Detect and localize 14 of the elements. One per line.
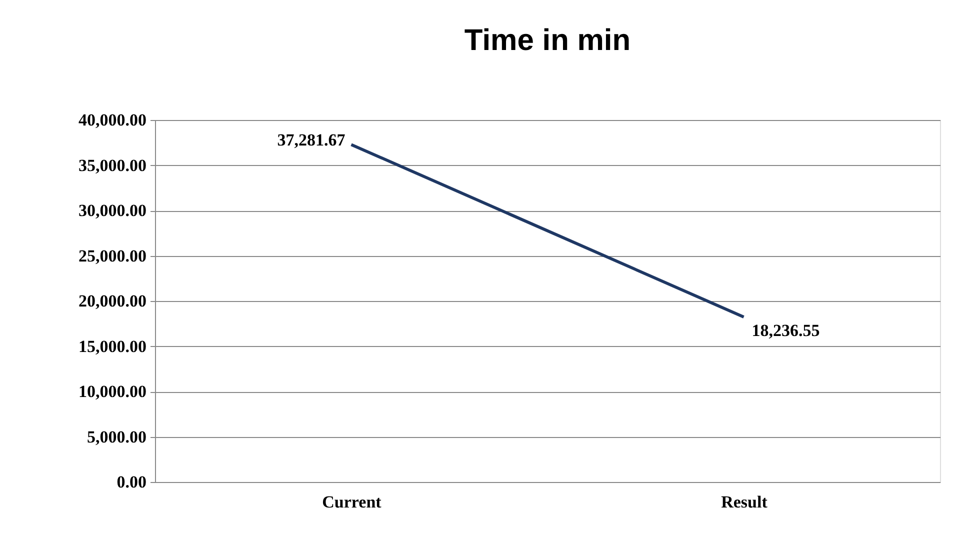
y-tick-label: 25,000.00 xyxy=(78,246,146,266)
chart-title: Time in min xyxy=(464,24,631,57)
y-tick-label: 5,000.00 xyxy=(87,427,146,446)
x-tick-label: Current xyxy=(322,492,382,512)
y-tick-label: 40,000.00 xyxy=(78,110,146,130)
text: 18,236.55 xyxy=(752,320,820,340)
y-tick-label: 30,000.00 xyxy=(78,201,146,220)
y-tick-label: 15,000.00 xyxy=(78,336,146,356)
text: 37,281.67 xyxy=(277,130,346,150)
y-tick-label: 0.00 xyxy=(116,472,146,492)
x-tick-label: Result xyxy=(721,492,768,512)
y-tick-label: 20,000.00 xyxy=(78,292,146,310)
y-tick-label: 10,000.00 xyxy=(78,382,146,401)
y-tick-label: 35,000.00 xyxy=(78,156,146,175)
